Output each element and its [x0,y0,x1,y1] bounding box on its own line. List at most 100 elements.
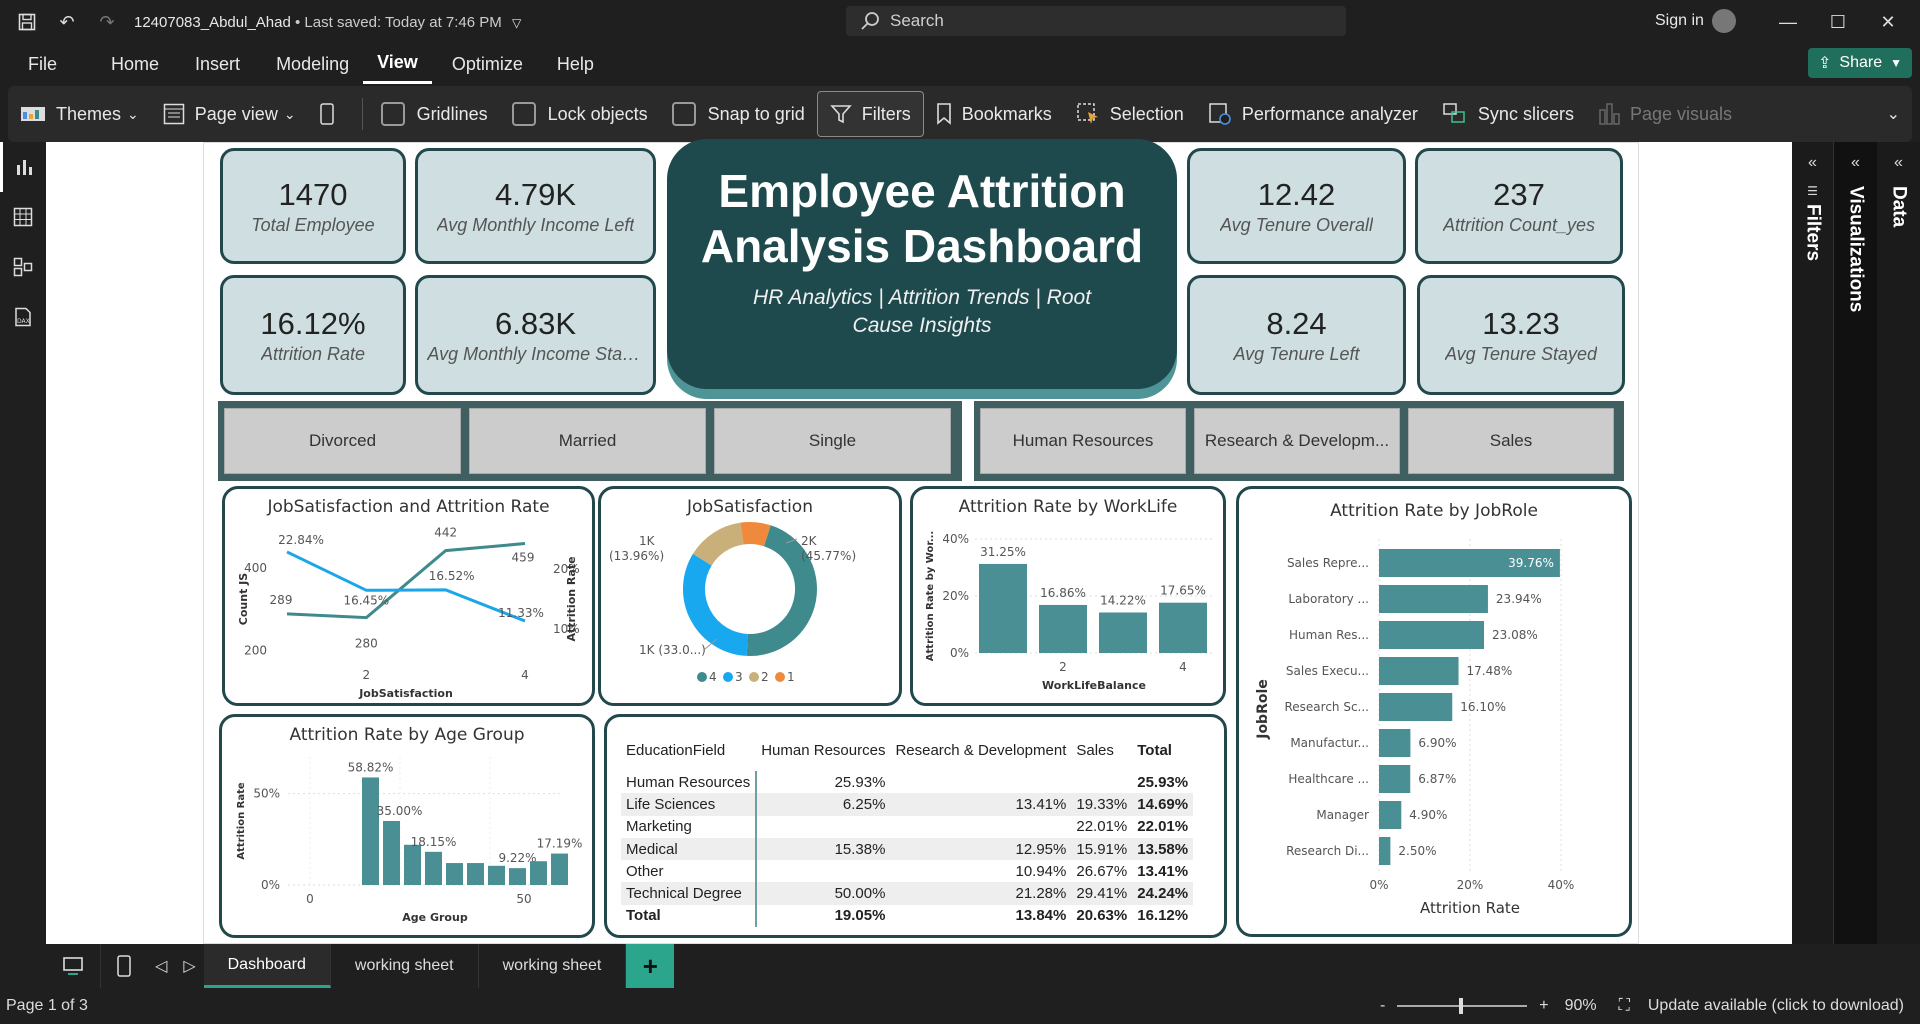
tab-working-sheet-2[interactable]: working sheet [479,944,627,988]
funnel-icon [829,105,852,124]
kpi-label: Total Employee [251,214,375,235]
minimize-icon[interactable]: — [1779,11,1797,32]
chart-jobsatisfaction-donut[interactable]: JobSatisfaction 2K (45.77%) 1K (13.96%) 1K (… [598,486,902,706]
zoom-slider[interactable] [1397,998,1528,1014]
share-button[interactable]: ⇪ Share ▼ [1808,48,1912,78]
update-notice[interactable]: Update available (click to download) [1647,997,1904,1014]
matrix-header[interactable]: Research & Development [895,741,1067,759]
close-icon[interactable]: ✕ [1880,11,1896,32]
avatar[interactable] [1712,9,1736,33]
collapse-icon[interactable]: « [1851,154,1860,171]
zoom-in-button[interactable]: + [1539,997,1549,1014]
menu-bar: File Home Insert Modeling View Optimize … [0,44,1920,84]
sign-in-link[interactable]: Sign in [1655,12,1704,29]
fit-page-icon[interactable]: ⛶ [1618,997,1630,1014]
filters-pane-tab[interactable]: « ☰ Filters [1792,142,1834,944]
menu-view[interactable]: View [363,44,432,84]
sync-slicers-button[interactable]: Sync slicers [1430,91,1586,137]
tab-working-sheet[interactable]: working sheet [331,944,479,988]
kpi-avg-income-left[interactable]: 4.79K Avg Monthly Income Left [415,148,656,264]
zoom-slider-thumb[interactable] [1459,998,1464,1014]
data-label: 289 [270,593,293,607]
maximize-icon[interactable]: ☐ [1829,11,1847,32]
y-tick-label: 200 [244,644,267,658]
menu-modeling[interactable]: Modeling [276,53,350,74]
kpi-avg-tenure-left[interactable]: 8.24 Avg Tenure Left [1187,275,1406,395]
next-page-icon[interactable]: ▷ [183,958,196,975]
menu-help[interactable]: Help [556,53,594,74]
matrix-header[interactable]: Total [1137,741,1172,759]
chart-attrition-agegroup[interactable]: Attrition Rate by Age Group 0% 50% 58.82% 3… [219,714,595,938]
matrix-header[interactable]: Sales [1076,741,1114,759]
matrix-header[interactable]: Human Resources [761,741,886,759]
dax-query-view-icon[interactable]: DAX [0,292,46,342]
legend-marker [723,672,733,682]
filters-pane-button[interactable]: Filters [816,91,924,137]
slicer-option-single[interactable]: Single [714,408,951,474]
category-label: Research Sc... [1284,700,1369,714]
dashboard-title-card[interactable]: Employee Attrition Analysis Dashboard HR… [667,139,1177,389]
chart-attrition-worklife[interactable]: Attrition Rate by WorkLife 0% 20% 40% 31.25… [910,486,1226,706]
matrix-header[interactable]: EducationField [626,741,726,759]
desktop-layout-icon[interactable] [46,944,101,988]
mobile-layout-button[interactable] [308,91,356,137]
menu-home[interactable]: Home [111,53,160,74]
table-view-icon[interactable] [0,192,46,242]
menu-file[interactable]: File [28,53,58,74]
zoom-out-button[interactable]: - [1379,997,1386,1014]
kpi-attrition-rate[interactable]: 16.12% Attrition Rate [220,275,406,395]
ribbon-expand-icon[interactable]: ⌄ [1886,106,1900,123]
data-label: 16.86% [1040,586,1086,600]
data-pane-tab[interactable]: « Data [1877,142,1920,944]
document-title: 12407083_Abdul_Ahad • Last saved: Today … [134,13,522,31]
slicer-option-sales[interactable]: Sales [1408,408,1614,474]
menu-optimize[interactable]: Optimize [451,53,523,74]
page-view-button[interactable]: Page view ⌄ [151,91,308,137]
chart-jobsatisfaction-attrition[interactable]: JobSatisfaction and Attrition Rate 200 40… [222,486,595,706]
prev-page-icon[interactable]: ◁ [155,958,168,975]
model-view-icon[interactable] [0,242,46,292]
report-view-icon[interactable] [0,142,46,192]
kpi-total-employee[interactable]: 1470 Total Employee [220,148,406,264]
collapse-icon[interactable]: « [1808,154,1817,171]
bookmarks-pane-button[interactable]: Bookmarks [924,91,1064,137]
menu-insert[interactable]: Insert [195,53,241,74]
page-tabs-bar: ◁ ▷ Dashboard working sheet working shee… [46,944,1792,988]
add-page-button[interactable]: + [626,944,675,988]
selection-pane-button[interactable]: Selection [1064,91,1196,137]
kpi-avg-tenure-stayed[interactable]: 13.23 Avg Tenure Stayed [1417,275,1625,395]
data-label: 4.90% [1409,808,1447,822]
zoom-level[interactable]: 90% [1564,997,1597,1014]
redo-icon[interactable]: ↷ [99,11,115,32]
page-visuals-button[interactable]: Page visuals [1586,91,1744,137]
undo-icon[interactable]: ↶ [59,11,75,32]
matrix-education-department[interactable]: EducationField Human Resources Research … [604,714,1227,938]
lock-objects-checkbox[interactable]: Lock objects [500,91,660,137]
x-tick-label: 20% [1457,878,1484,892]
table-row: Marketing 22.01% 22.01% [621,815,1193,838]
themes-button[interactable]: Themes ⌄ [8,91,151,137]
slicer-option-divorced[interactable]: Divorced [224,408,461,474]
gridlines-checkbox[interactable]: Gridlines [369,91,500,137]
slicer-option-research-development[interactable]: Research & Developm... [1194,408,1400,474]
kpi-avg-income-stay[interactable]: 6.83K Avg Monthly Income Stay... [415,275,656,395]
slicer-option-married[interactable]: Married [469,408,706,474]
collapse-icon[interactable]: « [1894,154,1903,171]
tab-dashboard[interactable]: Dashboard [203,944,331,988]
mobile-layout-icon[interactable] [101,944,147,988]
data-label: 16.10% [1460,700,1506,714]
slicer-option-human-resources[interactable]: Human Resources [980,408,1186,474]
chart-attrition-jobrole[interactable]: Attrition Rate by JobRole 0% 20% 40% Sales … [1236,486,1632,937]
save-icon[interactable] [14,9,40,35]
kpi-avg-tenure-overall[interactable]: 12.42 Avg Tenure Overall [1187,148,1406,264]
chevron-down-icon[interactable]: ▽ [511,15,522,30]
matrix-cell: Total [621,904,758,928]
kpi-attrition-count[interactable]: 237 Attrition Count_yes [1415,148,1623,264]
bar [551,853,568,885]
visualizations-pane-tab[interactable]: « Visualizations [1834,142,1877,944]
y-tick-label: 50% [253,787,280,801]
search-input[interactable]: Search [846,6,1346,36]
performance-analyzer-button[interactable]: Performance analyzer [1196,91,1430,137]
data-label: 1K [639,534,656,548]
snap-to-grid-checkbox[interactable]: Snap to grid [660,91,817,137]
